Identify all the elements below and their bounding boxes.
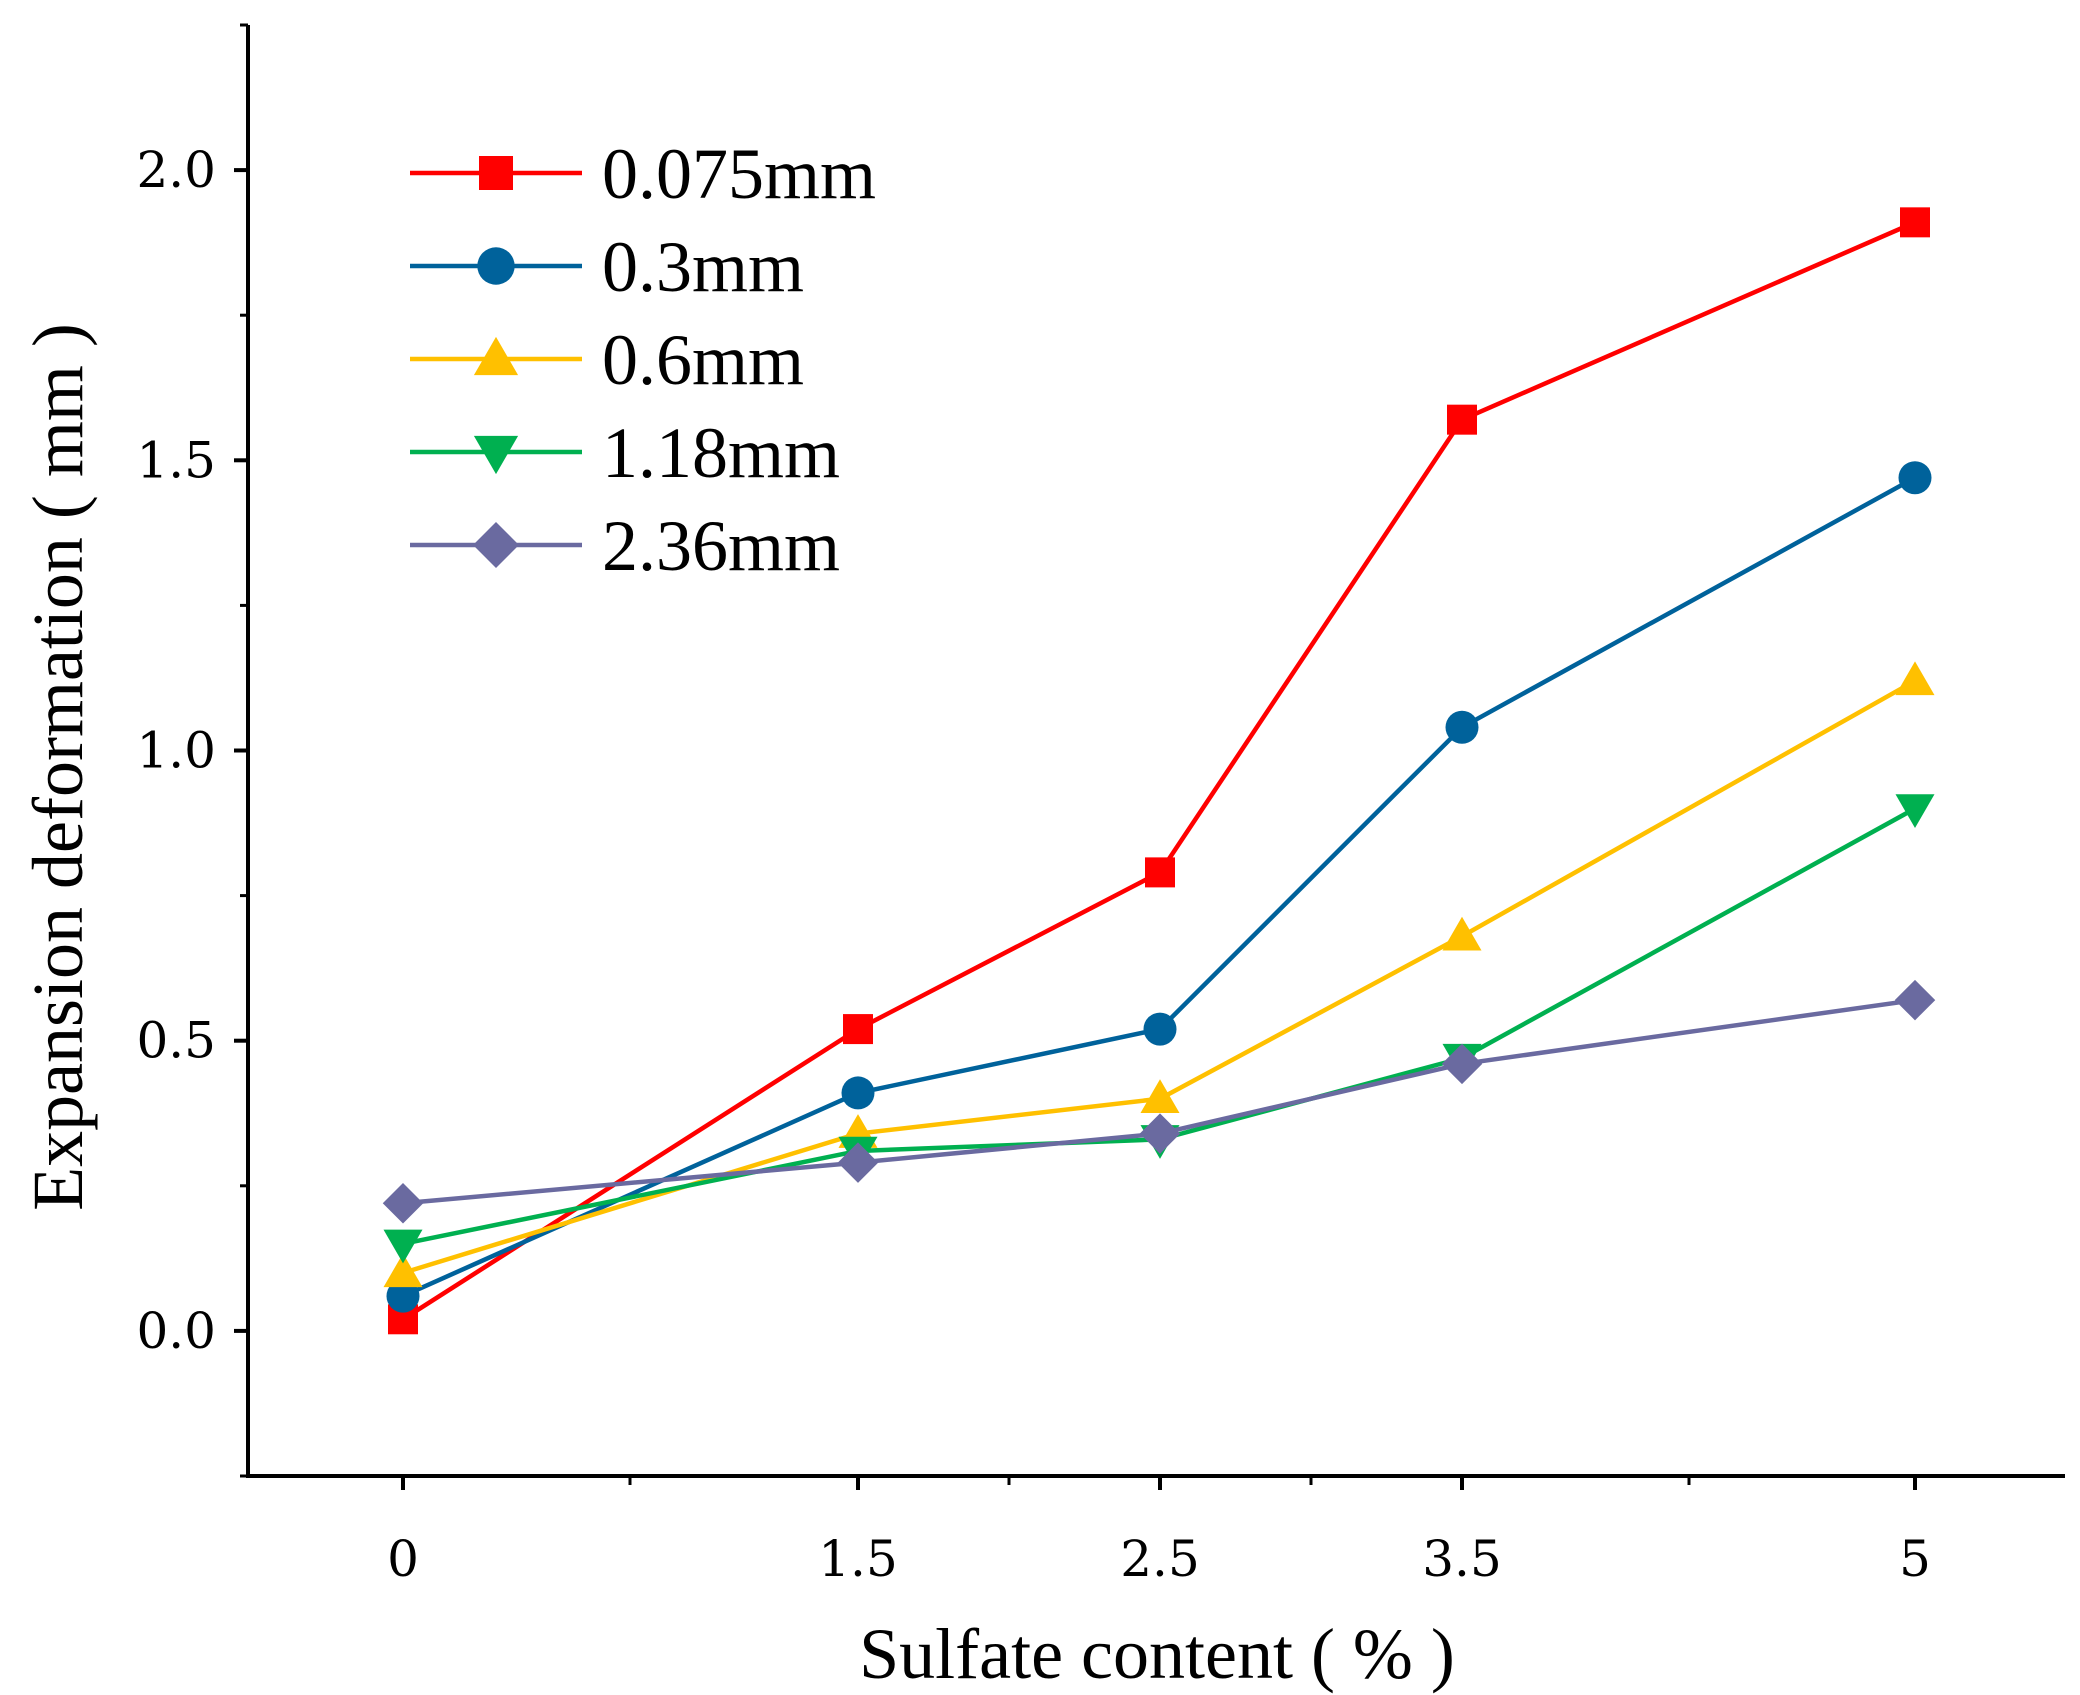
series-0.3mm [386, 461, 1932, 1313]
y-tick-label: 0.5 [136, 1012, 216, 1070]
y-tick-label: 1.5 [136, 431, 216, 489]
data-point [843, 1014, 873, 1045]
data-point [1447, 404, 1477, 435]
legend-item: 1.18mm [410, 413, 840, 493]
data-point [837, 1142, 879, 1183]
legend-item: 0.6mm [410, 320, 804, 400]
series-0.6mm [383, 661, 1935, 1288]
data-point [383, 1229, 423, 1264]
series-2.36mm [382, 979, 1936, 1224]
data-point [383, 1253, 423, 1288]
y-tick-label: 0.0 [136, 1302, 216, 1360]
data-point [1139, 1113, 1181, 1154]
legend-item: 2.36mm [410, 506, 840, 586]
legend-marker [479, 156, 513, 190]
data-point [1898, 461, 1932, 495]
x-tick-label: 2.5 [1120, 1530, 1200, 1588]
data-point [1143, 1012, 1177, 1046]
y-tick-label: 1.0 [136, 722, 216, 780]
data-point [1895, 794, 1935, 829]
axes: 0.0 0.5 1.0 1.5 2.0 0 1.5 2.5 3.5 5 [136, 23, 2065, 1588]
legend-marker [473, 522, 519, 568]
data-point [1900, 207, 1930, 238]
legend-label: 0.075mm [602, 134, 876, 214]
data-point [386, 1279, 420, 1313]
series-0.075mm [388, 207, 1930, 1335]
legend-item: 0.3mm [410, 227, 804, 307]
plot-area [382, 207, 1936, 1335]
data-point [1145, 857, 1175, 888]
x-tick-label: 3.5 [1422, 1530, 1502, 1588]
data-point [1140, 1079, 1180, 1113]
data-point [382, 1182, 424, 1224]
y-axis-title: Expansion deformation ( mm ) [18, 323, 98, 1211]
data-point [841, 1076, 875, 1110]
data-point [1895, 661, 1935, 696]
x-tick-label: 0 [387, 1530, 419, 1588]
legend: 0.075mm 0.3mm 0.6mm 1.18mm 2.36mm [410, 134, 876, 586]
legend-marker [477, 247, 515, 285]
legend-label: 1.18mm [602, 413, 840, 493]
data-point [1442, 916, 1482, 951]
x-tick-label: 1.5 [818, 1530, 898, 1588]
legend-marker [473, 336, 519, 376]
legend-label: 2.36mm [602, 506, 840, 586]
data-point [1894, 979, 1936, 1021]
data-point [1445, 710, 1479, 744]
legend-label: 0.3mm [602, 227, 804, 307]
data-point [1441, 1043, 1483, 1085]
x-tick-label: 5 [1899, 1530, 1931, 1588]
legend-label: 0.6mm [602, 320, 804, 400]
legend-item: 0.075mm [410, 134, 876, 214]
y-tick-label: 2.0 [136, 141, 216, 199]
legend-marker [473, 435, 519, 475]
x-axis-title: Sulfate content ( % ) [859, 1614, 1455, 1694]
